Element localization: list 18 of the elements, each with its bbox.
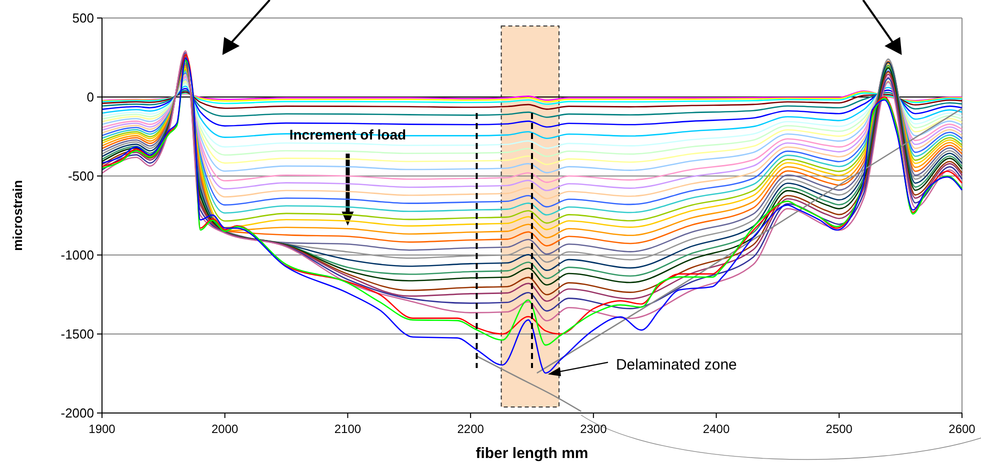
y-axis-title: microstrain — [10, 180, 25, 251]
y-tick-label: -1500 — [60, 326, 94, 342]
y-tick-label: -2000 — [60, 406, 94, 421]
x-axis-title: fiber length mm — [476, 445, 588, 462]
y-tick-label: 0 — [86, 90, 94, 105]
x-tick-label: 2200 — [457, 422, 484, 436]
x-tick-label: 2100 — [334, 422, 362, 436]
x-tick-label: 2300 — [580, 422, 608, 436]
x-tick-label: 2400 — [702, 422, 730, 436]
y-tick-label: -1000 — [60, 248, 94, 263]
y-tick-label: 500 — [72, 10, 94, 26]
y-tick-label: -500 — [68, 168, 94, 184]
x-tick-label: 2500 — [826, 422, 853, 436]
line-series — [476, 355, 582, 412]
x-tick-label: 2000 — [212, 422, 239, 436]
x-tick-label: 1900 — [88, 422, 116, 436]
annotation: Delaminated zone — [616, 356, 737, 374]
x-tick-label: 2600 — [948, 422, 976, 436]
